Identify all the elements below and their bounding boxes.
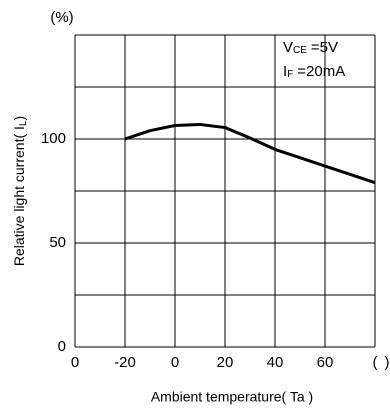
annotation-rest: =5V	[311, 39, 338, 56]
y-label-sub: L	[18, 120, 29, 126]
x-tick-label: 40	[267, 354, 284, 371]
x-tick-label: -20	[114, 354, 136, 371]
annotation-sub: F	[287, 69, 293, 80]
x-axis-label: Ambient temperature( Ta )	[151, 389, 313, 405]
line	[124, 122, 376, 185]
y-tick-label: 0	[58, 338, 66, 355]
annotation: VCE =5V	[283, 39, 338, 56]
x-tick-label: (	[373, 354, 378, 371]
annotation-main: I	[283, 63, 287, 80]
x-tick-label: 20	[217, 354, 234, 371]
annotation-main: V	[283, 39, 293, 56]
annotation-rest: =20mA	[297, 63, 345, 80]
y-unit: (%)	[50, 9, 73, 26]
x-unit-end: )	[385, 354, 390, 371]
annotation-sub: CE	[293, 45, 307, 56]
y-label-end: )	[11, 116, 27, 121]
annotation: IF =20mA	[283, 63, 345, 80]
y-tick-label: 100	[41, 130, 66, 147]
x-tick-label: 0	[171, 354, 179, 371]
y-tick-label: 50	[49, 234, 66, 251]
y-label-main: Relative light current( I	[11, 126, 27, 266]
x-tick-label: 0	[71, 354, 79, 371]
x-tick-label: 60	[317, 354, 334, 371]
y-axis-label: Relative light current( IL)	[11, 116, 29, 266]
